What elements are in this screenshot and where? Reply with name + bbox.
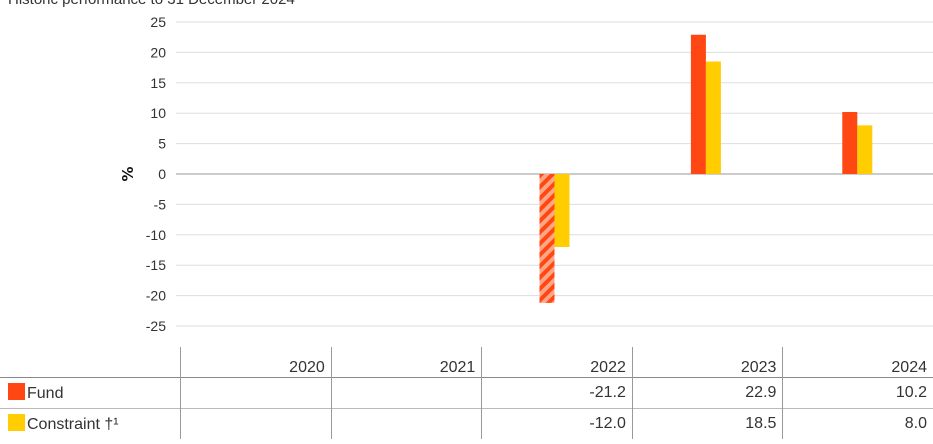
table-header-row: 2020 2021 2022 2023 2024 [0,347,933,378]
category-header-2020: 2020 [180,347,332,378]
table-row-fund: Fund -21.2 22.9 10.2 [0,377,933,409]
constraint-value-2020 [180,408,332,439]
y-tick-label: 25 [150,14,166,30]
y-tick-label: 10 [150,105,166,121]
chart-title: Historic performance to 31 December 2024 [8,0,295,8]
y-tick-label: 5 [158,136,166,152]
y-tick-label: -10 [146,227,166,243]
constraint-value-2024: 8.0 [782,408,933,439]
bar-fund-2024 [842,111,858,174]
constraint-value-2021 [330,408,482,439]
category-header-2022: 2022 [481,347,633,378]
constraint-swatch [8,414,25,431]
bar-chart: 25 20 15 10 5 0 -5 -10 -15 -20 -25 % [119,14,933,334]
category-header-2023: 2023 [631,347,783,378]
bar-constraint-2024 [857,125,873,174]
y-axis-label: % [119,166,137,181]
y-tick-label: -20 [146,288,166,304]
bar-fund-2022 [539,174,555,303]
y-tick-label: -15 [146,257,166,273]
fund-value-2020 [180,377,332,409]
constraint-value-2022: -12.0 [481,408,633,439]
fund-value-2022: -21.2 [481,377,633,409]
data-table: 2020 2021 2022 2023 2024 Fund -21.2 22.9… [0,347,933,439]
y-tick-label: -25 [146,318,166,334]
table-corner-cell [0,347,181,378]
y-tick-label: 20 [150,44,166,60]
table-row-constraint: Constraint †¹ -12.0 18.5 8.0 [0,408,933,440]
fund-value-2023: 22.9 [631,377,783,409]
constraint-label: Constraint †¹ [27,416,119,433]
fund-value-2021 [330,377,482,409]
legend-entry-fund: Fund [0,378,181,409]
bar-constraint-2022 [554,174,570,247]
constraint-value-2023: 18.5 [631,408,783,439]
fund-swatch [8,383,25,400]
bar-constraint-2023 [705,61,721,174]
category-header-2024: 2024 [782,347,933,378]
category-header-2021: 2021 [330,347,482,378]
fund-value-2024: 10.2 [782,377,933,409]
y-tick-label: 15 [150,75,166,91]
y-tick-label: 0 [158,166,166,182]
legend-entry-constraint: Constraint †¹ [0,409,181,440]
bar-fund-2023 [690,34,706,174]
fund-label: Fund [27,385,64,402]
y-tick-label: -5 [154,196,167,212]
